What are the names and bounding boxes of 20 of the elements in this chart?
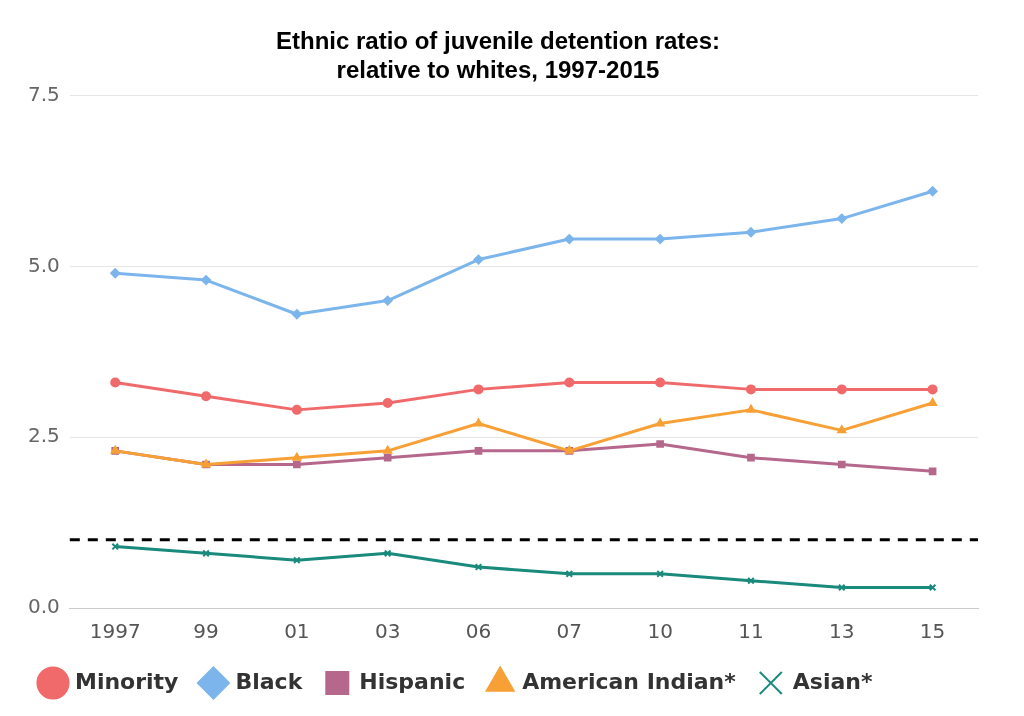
y-tick-label: 7.5 <box>27 81 60 106</box>
x-tick-label: 13 <box>829 619 855 644</box>
x-tick-label: 99 <box>193 619 219 644</box>
x-tick-label: 01 <box>284 619 310 644</box>
legend-label: Hispanic <box>359 668 466 694</box>
y-tick-label: 2.5 <box>27 423 60 448</box>
x-tick-label: 1997 <box>89 619 141 644</box>
x-tick-label: 07 <box>556 619 583 644</box>
legend-label: American Indian* <box>522 668 737 694</box>
x-tick-label: 06 <box>465 619 492 644</box>
chart-title: Ethnic ratio of juvenile detention rates: relative to whites, 1997-2015 <box>275 27 721 83</box>
y-tick-label: 5.0 <box>27 252 60 277</box>
legend-label: Minority <box>75 668 179 694</box>
x-tick-label: 10 <box>647 619 673 644</box>
x-tick-label: 11 <box>738 619 764 644</box>
x-tick-label: 15 <box>919 619 946 644</box>
x-tick-label: 03 <box>374 619 401 644</box>
y-tick-label: 0.0 <box>27 594 60 619</box>
legend-label: Asian* <box>792 668 873 694</box>
legend-label: Black <box>235 668 304 694</box>
